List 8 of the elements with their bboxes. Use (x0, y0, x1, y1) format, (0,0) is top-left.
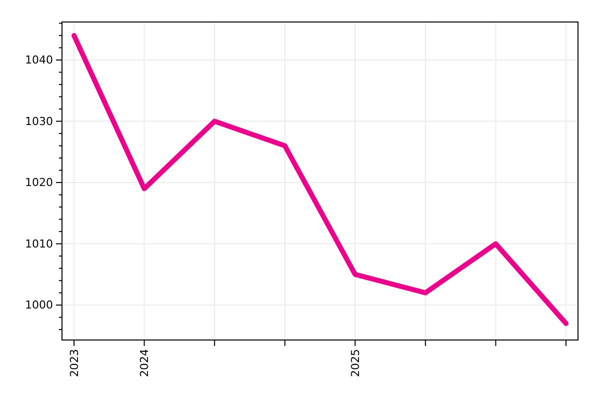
y-tick-label: 1000 (25, 298, 53, 312)
x-tick-label: 2024 (138, 349, 152, 377)
x-tick-label: 2023 (68, 349, 81, 377)
x-tick-label: 2025 (348, 349, 362, 377)
y-tick-label: 1030 (25, 114, 53, 128)
y-tick-label: 1020 (25, 176, 53, 190)
y-tick-label: 1040 (25, 54, 53, 67)
y-tick-label: 1010 (25, 237, 53, 250)
